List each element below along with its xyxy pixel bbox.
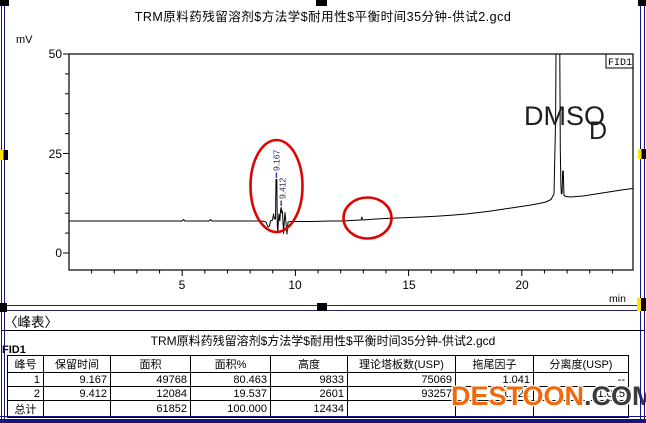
annotation-ellipse-peaks xyxy=(249,138,304,234)
left-border-inner xyxy=(4,0,5,423)
selection-handle-mid-left[interactable] xyxy=(0,150,8,160)
right-border-outer xyxy=(644,0,645,423)
chromatogram-trace xyxy=(69,53,634,235)
peak-table-file-title: TRM原料药残留溶剂$方法学$耐用性$平衡时间35分钟-供试2.gcd xyxy=(150,334,496,348)
col-height: 高度 xyxy=(270,355,348,373)
col-peak-no: 峰号 xyxy=(7,355,44,373)
table-row: 2 9.412 12084 19.537 2601 93257 1.022 1.… xyxy=(7,386,629,401)
x-tick-5: 5 xyxy=(179,278,186,292)
cell: 100.000 xyxy=(190,400,271,418)
detector-label: FID1 xyxy=(608,58,632,69)
peak1-rt-label: 9.167 xyxy=(272,149,282,171)
cell: 61852 xyxy=(110,400,191,418)
selection-handle-bottom-right[interactable] xyxy=(637,298,646,311)
selection-handle-top-right[interactable] xyxy=(638,0,646,6)
right-border-inner xyxy=(640,0,641,423)
col-tailing: 拖尾因子 xyxy=(455,355,534,373)
annotation-circle-trace xyxy=(342,196,393,240)
cell: 19.537 xyxy=(190,386,271,401)
cell xyxy=(347,400,456,418)
peak-table: 峰号 保留时间 面积 面积% 高度 理论塔板数(USP) 拖尾因子 分离度(US… xyxy=(7,355,629,418)
y-tick-0: 0 xyxy=(55,246,62,260)
col-plates: 理论塔板数(USP) xyxy=(347,355,456,373)
cell: 9.167 xyxy=(43,372,111,387)
x-axis-ticks xyxy=(91,270,613,276)
chromatogram-title: TRM原料药残留溶剂$方法学$耐用性$平衡时间35分钟-供试2.gcd xyxy=(134,10,512,24)
peak-table-detector-label: FID1 xyxy=(2,344,26,356)
bottom-border-outer xyxy=(0,419,646,423)
peak-table-section-title: 〈峰表〉 xyxy=(4,315,58,330)
table-row-total: 总计 61852 100.000 12434 xyxy=(7,400,629,418)
watermark-brand: DESTOON xyxy=(451,381,585,411)
selection-handle-mid-right[interactable] xyxy=(638,149,646,159)
cell xyxy=(43,400,111,418)
x-axis-unit-label: min xyxy=(609,293,626,305)
left-border-outer xyxy=(1,0,2,423)
section-divider xyxy=(1,330,644,331)
d-annotation: D xyxy=(589,117,607,145)
y-axis-unit-label: mV xyxy=(16,34,33,46)
y-axis-ticks xyxy=(63,53,69,254)
col-retention: 保留时间 xyxy=(43,355,111,373)
selection-handle-top-mid[interactable] xyxy=(316,0,327,6)
cell-total-label: 总计 xyxy=(7,400,44,418)
col-area: 面积 xyxy=(110,355,191,373)
cell: 2 xyxy=(7,386,44,401)
cell: 93257 xyxy=(347,386,456,401)
peak-table-header-row: 峰号 保留时间 面积 面积% 高度 理论塔板数(USP) 拖尾因子 分离度(US… xyxy=(7,355,629,373)
cell: 80.463 xyxy=(190,372,271,387)
selection-handle-bottom-left[interactable] xyxy=(0,303,7,312)
cell: 12084 xyxy=(110,386,191,401)
x-tick-15: 15 xyxy=(402,278,416,292)
dmso-annotation: DMSO xyxy=(524,101,605,131)
y-tick-50: 50 xyxy=(49,47,63,61)
bottom-border-inner xyxy=(0,416,646,417)
cell: 9833 xyxy=(270,372,348,387)
col-resolution: 分离度(USP) xyxy=(533,355,629,373)
col-area-pct: 面积% xyxy=(190,355,271,373)
cell: 75069 xyxy=(347,372,456,387)
selection-handle-top-left[interactable] xyxy=(0,0,9,6)
plot-frame xyxy=(68,53,634,271)
cell: 49768 xyxy=(110,372,191,387)
x-tick-20: 20 xyxy=(515,278,529,292)
detector-box xyxy=(605,54,633,69)
x-tick-10: 10 xyxy=(288,278,302,292)
watermark-suffix: .COM xyxy=(584,381,646,411)
cell: 1 xyxy=(7,372,44,387)
cell: 1.022 xyxy=(455,386,534,401)
cell: 12434 xyxy=(270,400,348,418)
y-tick-25: 25 xyxy=(49,147,63,161)
cell: 2601 xyxy=(270,386,348,401)
cell xyxy=(533,400,629,418)
destoon-watermark: DESTOON.COM xyxy=(451,381,646,412)
cell: 9.412 xyxy=(43,386,111,401)
selection-handle-bottom-mid[interactable] xyxy=(317,303,327,311)
chromatogram-plot: 50 25 0 5 10 15 20 FID1 9.167 9.412 DMSO… xyxy=(49,47,634,292)
peak2-rt-label: 9.412 xyxy=(278,177,288,199)
